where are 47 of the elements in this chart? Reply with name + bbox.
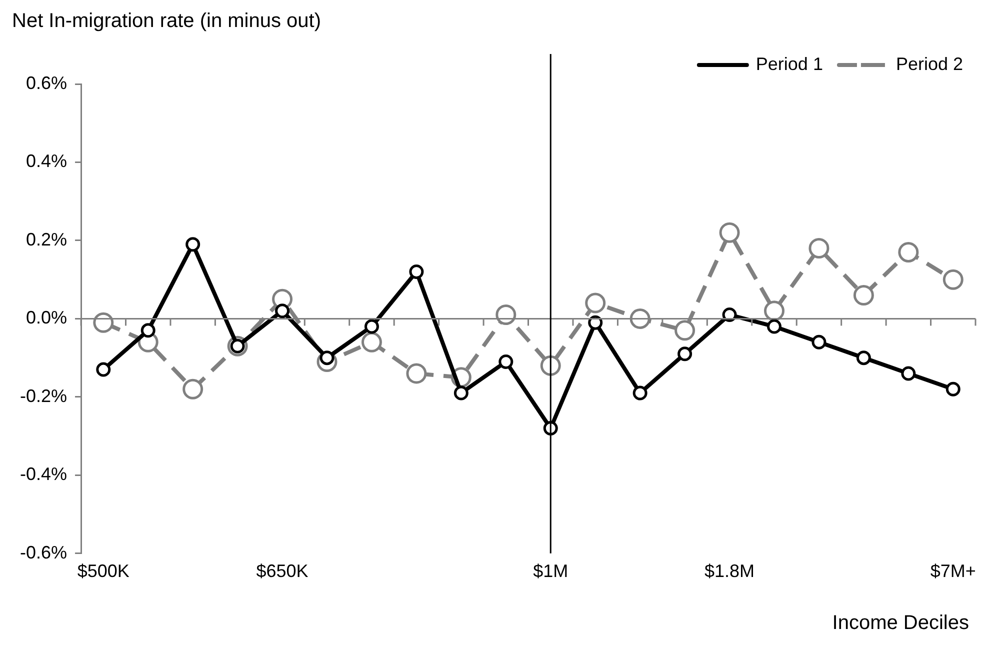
point (719, 222, 740, 243)
point (901, 366, 916, 381)
x-axis-title: Income Deciles (832, 612, 969, 635)
y-tick-label: 0.2% (26, 229, 68, 250)
point (678, 346, 692, 362)
point (496, 304, 516, 326)
point (588, 315, 603, 330)
x-tick-label: $1M (533, 561, 568, 582)
point (409, 264, 424, 280)
point (585, 292, 606, 314)
point (856, 350, 871, 366)
y-tick-label: 0.4% (26, 151, 68, 172)
point (632, 386, 648, 400)
y-axis-title: Net In-migration rate (in minus out) (12, 10, 322, 33)
point (406, 363, 427, 384)
point (674, 320, 696, 341)
point (275, 304, 290, 318)
point (454, 386, 468, 400)
point (96, 362, 111, 377)
point (808, 238, 830, 259)
legend-label: Period 2 (896, 54, 964, 74)
y-tick-label: -0.4% (20, 464, 68, 484)
point (186, 237, 200, 252)
y-tick-label: -0.6% (20, 542, 68, 562)
x-tick-label: $1.8M (704, 561, 755, 582)
point (93, 312, 114, 333)
point (364, 319, 379, 334)
legend-label: Period 1 (756, 54, 823, 74)
point (853, 284, 874, 306)
point (946, 382, 960, 396)
x-tick-label: $500K (77, 561, 130, 582)
point (766, 319, 782, 334)
point (182, 378, 204, 400)
y-tick-label: 0.0% (26, 308, 68, 328)
y-tick-label: -0.2% (20, 386, 68, 406)
point (498, 354, 514, 369)
point (764, 300, 784, 322)
point (898, 242, 919, 262)
point (942, 269, 964, 290)
point (722, 308, 737, 322)
point (812, 334, 826, 350)
y-tick-label: 0.6% (26, 72, 68, 93)
point (140, 323, 156, 338)
x-tick-label: $650K (256, 561, 308, 582)
point (630, 308, 650, 329)
point (361, 332, 382, 352)
x-tick-label: $7M+ (930, 561, 976, 582)
